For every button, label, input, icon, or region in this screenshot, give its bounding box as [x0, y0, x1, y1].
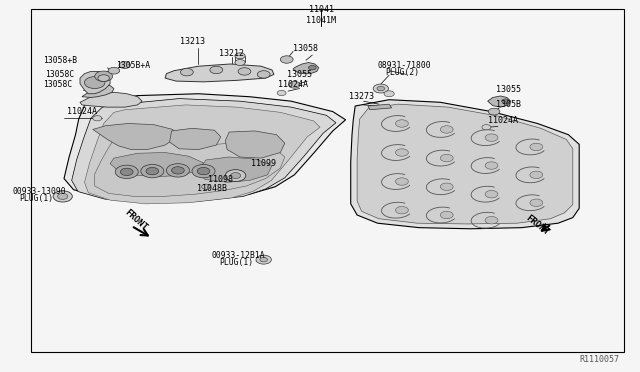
Text: 13273: 13273 [349, 92, 374, 101]
Circle shape [308, 65, 316, 70]
Text: PLUG(1): PLUG(1) [19, 194, 53, 203]
Circle shape [98, 75, 109, 81]
Text: PLUG(2): PLUG(2) [385, 68, 419, 77]
Circle shape [396, 120, 408, 127]
Circle shape [530, 199, 543, 206]
Circle shape [235, 53, 245, 59]
Circle shape [482, 125, 491, 130]
Polygon shape [72, 99, 336, 203]
Circle shape [192, 164, 215, 178]
Text: 13212: 13212 [219, 49, 244, 58]
Circle shape [384, 91, 394, 97]
Polygon shape [351, 100, 579, 229]
Circle shape [289, 81, 300, 88]
Text: 11024A: 11024A [278, 80, 308, 89]
Polygon shape [82, 85, 114, 97]
Circle shape [256, 255, 271, 264]
Text: 13058+B: 13058+B [44, 56, 77, 65]
Circle shape [440, 154, 453, 162]
Circle shape [93, 116, 102, 121]
Text: 00933-12B1A: 00933-12B1A [211, 251, 265, 260]
Circle shape [257, 71, 270, 78]
Circle shape [225, 170, 246, 182]
Text: 11099: 11099 [251, 159, 276, 168]
Text: R1110057: R1110057 [580, 355, 620, 364]
Text: 11024A: 11024A [67, 107, 97, 116]
Circle shape [210, 66, 223, 74]
Circle shape [53, 191, 72, 202]
Circle shape [502, 99, 509, 103]
Polygon shape [110, 153, 204, 177]
Circle shape [530, 171, 543, 179]
Text: 13055: 13055 [496, 85, 521, 94]
Polygon shape [93, 124, 176, 150]
Polygon shape [225, 131, 285, 158]
Circle shape [166, 164, 189, 177]
Polygon shape [197, 157, 272, 182]
Text: 11041: 11041 [308, 5, 334, 14]
Text: 13055: 13055 [287, 70, 312, 79]
Circle shape [115, 165, 138, 179]
Circle shape [373, 84, 388, 93]
Circle shape [440, 126, 453, 133]
Circle shape [141, 164, 164, 178]
Text: PLUG(1): PLUG(1) [219, 259, 253, 267]
Polygon shape [488, 96, 511, 107]
Text: 1305B: 1305B [496, 100, 521, 109]
Polygon shape [293, 62, 319, 74]
Text: 13058C: 13058C [45, 70, 74, 79]
Circle shape [230, 173, 241, 179]
Circle shape [485, 190, 498, 198]
Text: 08931-71800: 08931-71800 [378, 61, 431, 70]
Text: 13058: 13058 [293, 44, 318, 53]
Polygon shape [84, 105, 320, 204]
Polygon shape [64, 94, 346, 201]
Circle shape [488, 108, 500, 115]
Polygon shape [368, 104, 392, 110]
Circle shape [530, 143, 543, 151]
Text: 11098: 11098 [208, 175, 233, 184]
Circle shape [396, 178, 408, 185]
Circle shape [238, 68, 251, 75]
Circle shape [180, 68, 193, 76]
Polygon shape [170, 128, 221, 150]
Circle shape [485, 162, 498, 169]
Text: 13213: 13213 [180, 37, 205, 46]
Circle shape [197, 167, 210, 175]
Circle shape [485, 134, 498, 141]
Text: 13058C: 13058C [44, 80, 73, 89]
Text: FRONT: FRONT [524, 214, 550, 237]
Circle shape [202, 184, 211, 189]
Circle shape [235, 60, 245, 65]
Text: 1305B+A: 1305B+A [116, 61, 150, 70]
Circle shape [84, 77, 105, 89]
Circle shape [172, 167, 184, 174]
Polygon shape [80, 71, 110, 94]
Text: 11041M: 11041M [307, 16, 336, 25]
Circle shape [277, 90, 286, 96]
Text: 11048B: 11048B [197, 184, 227, 193]
Circle shape [280, 56, 293, 63]
Circle shape [58, 193, 68, 199]
Circle shape [108, 67, 120, 74]
Circle shape [440, 211, 453, 219]
Circle shape [440, 183, 453, 190]
Polygon shape [165, 64, 274, 82]
Polygon shape [80, 92, 142, 107]
Circle shape [396, 206, 408, 214]
Circle shape [260, 257, 268, 262]
Circle shape [146, 167, 159, 175]
Circle shape [120, 168, 133, 176]
Text: 00933-13090: 00933-13090 [13, 187, 67, 196]
Text: 11024A: 11024A [488, 116, 518, 125]
Polygon shape [95, 138, 285, 196]
Circle shape [119, 62, 131, 68]
Circle shape [377, 86, 385, 91]
Polygon shape [357, 104, 573, 224]
Text: FRONT: FRONT [123, 208, 149, 232]
Circle shape [95, 71, 113, 81]
Circle shape [396, 149, 408, 156]
Circle shape [485, 217, 498, 224]
